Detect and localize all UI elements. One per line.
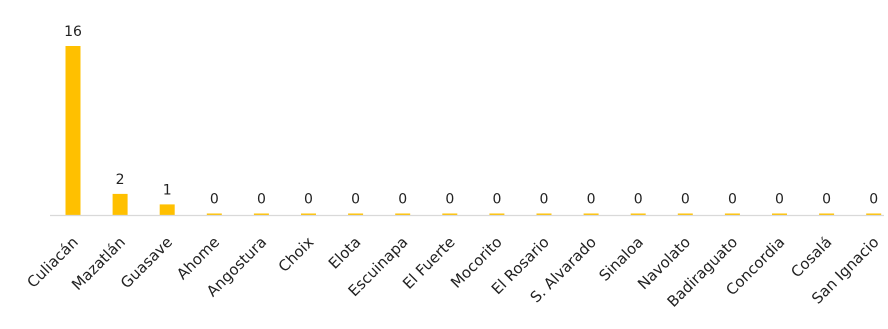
bar-7 xyxy=(395,213,411,215)
data-label-17: 0 xyxy=(869,192,878,208)
bar-10 xyxy=(536,213,552,215)
data-label-10: 0 xyxy=(540,192,549,208)
data-label-14: 0 xyxy=(728,192,737,208)
data-label-9: 0 xyxy=(492,192,501,208)
bar-9 xyxy=(489,213,505,215)
data-label-6: 0 xyxy=(351,192,360,208)
data-label-7: 0 xyxy=(398,192,407,208)
x-tick-label-8: El Fuerte xyxy=(399,233,459,293)
bar-0 xyxy=(65,46,81,215)
bar-15 xyxy=(772,213,787,215)
data-label-16: 0 xyxy=(822,192,831,208)
data-label-11: 0 xyxy=(587,192,596,208)
bar-8 xyxy=(442,213,458,215)
data-label-2: 1 xyxy=(163,182,172,198)
data-label-3: 0 xyxy=(210,192,219,208)
bar-17 xyxy=(866,213,882,215)
x-tick-label-2: Guasave xyxy=(117,233,176,292)
x-tick-label-6: Elota xyxy=(325,233,365,273)
data-label-13: 0 xyxy=(681,192,690,208)
bar-12 xyxy=(630,213,646,215)
bar-4 xyxy=(253,213,269,215)
data-label-1: 2 xyxy=(116,172,125,188)
data-label-0: 16 xyxy=(64,24,82,40)
bar-16 xyxy=(819,213,835,215)
bar-11 xyxy=(583,213,599,215)
bar-1 xyxy=(112,193,128,215)
bar-14 xyxy=(724,213,740,215)
bar-3 xyxy=(206,213,222,215)
data-label-15: 0 xyxy=(775,192,784,208)
data-label-5: 0 xyxy=(304,192,313,208)
bar-6 xyxy=(348,213,364,215)
data-label-8: 0 xyxy=(445,192,454,208)
x-tick-label-5: Choix xyxy=(275,233,318,276)
bar-13 xyxy=(677,213,693,215)
data-label-4: 0 xyxy=(257,192,266,208)
bar-5 xyxy=(301,213,316,215)
bar-2 xyxy=(159,204,175,215)
data-label-12: 0 xyxy=(634,192,643,208)
